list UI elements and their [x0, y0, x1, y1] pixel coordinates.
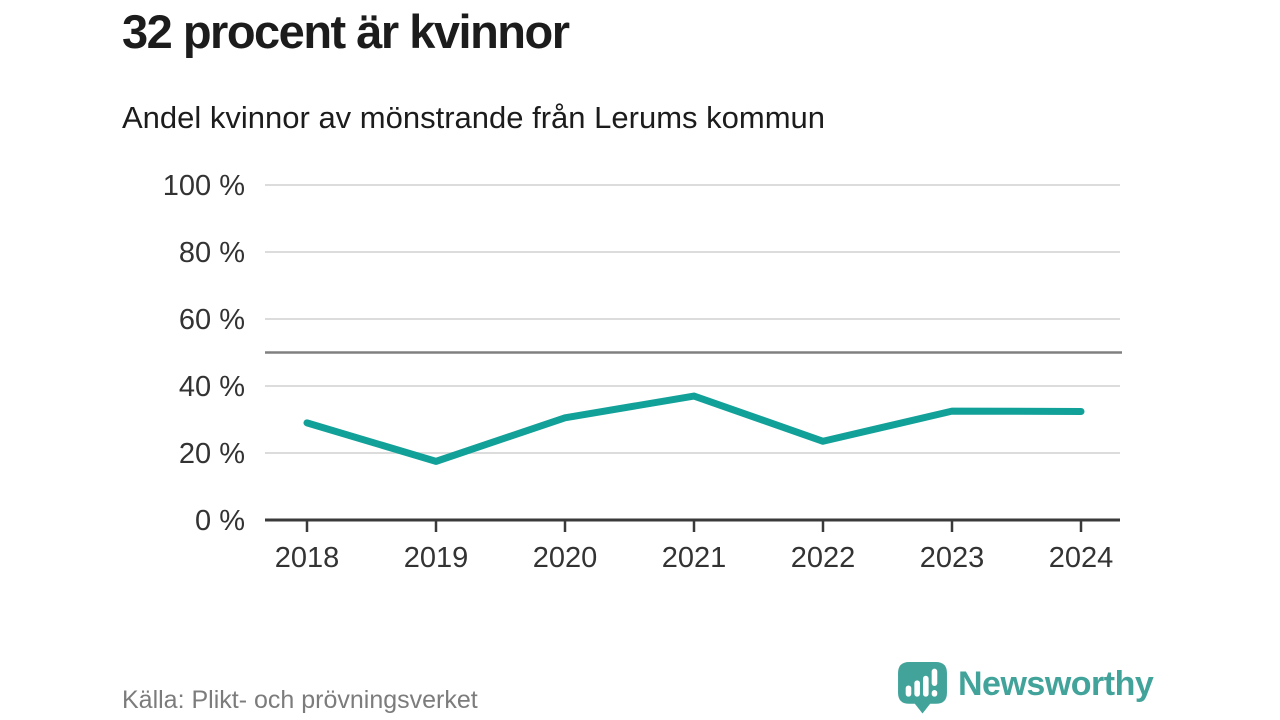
x-axis-tick-label: 2022	[791, 542, 856, 574]
x-axis-tick-label: 2020	[533, 542, 598, 574]
y-axis-tick-label: 0 %	[195, 505, 245, 537]
y-axis-tick-label: 80 %	[179, 237, 245, 269]
x-axis-tick-label: 2019	[404, 542, 469, 574]
x-axis-tick-label: 2023	[920, 542, 985, 574]
chart-subtitle: Andel kvinnor av mönstrande från Lerums …	[122, 100, 825, 135]
newsworthy-speech-bubble-chart-icon	[898, 662, 947, 714]
y-axis-tick-label: 60 %	[179, 304, 245, 336]
x-axis-tick-label: 2018	[275, 542, 340, 574]
data-line-andel-kvinnor	[303, 392, 1085, 465]
y-axis-tick-label: 100 %	[163, 170, 245, 202]
source-note: Källa: Plikt- och prövningsverket	[122, 686, 478, 714]
newsworthy-wordmark: Newsworthy	[958, 665, 1154, 703]
y-axis-tick-label: 20 %	[179, 438, 245, 470]
x-axis-tick-label: 2021	[662, 542, 727, 574]
newsworthy-logo: Newsworthy	[898, 662, 1154, 715]
chart-title: 32 procent är kvinnor	[122, 5, 570, 58]
x-axis-tick-label: 2024	[1049, 542, 1114, 574]
y-axis-tick-label: 40 %	[179, 371, 245, 403]
